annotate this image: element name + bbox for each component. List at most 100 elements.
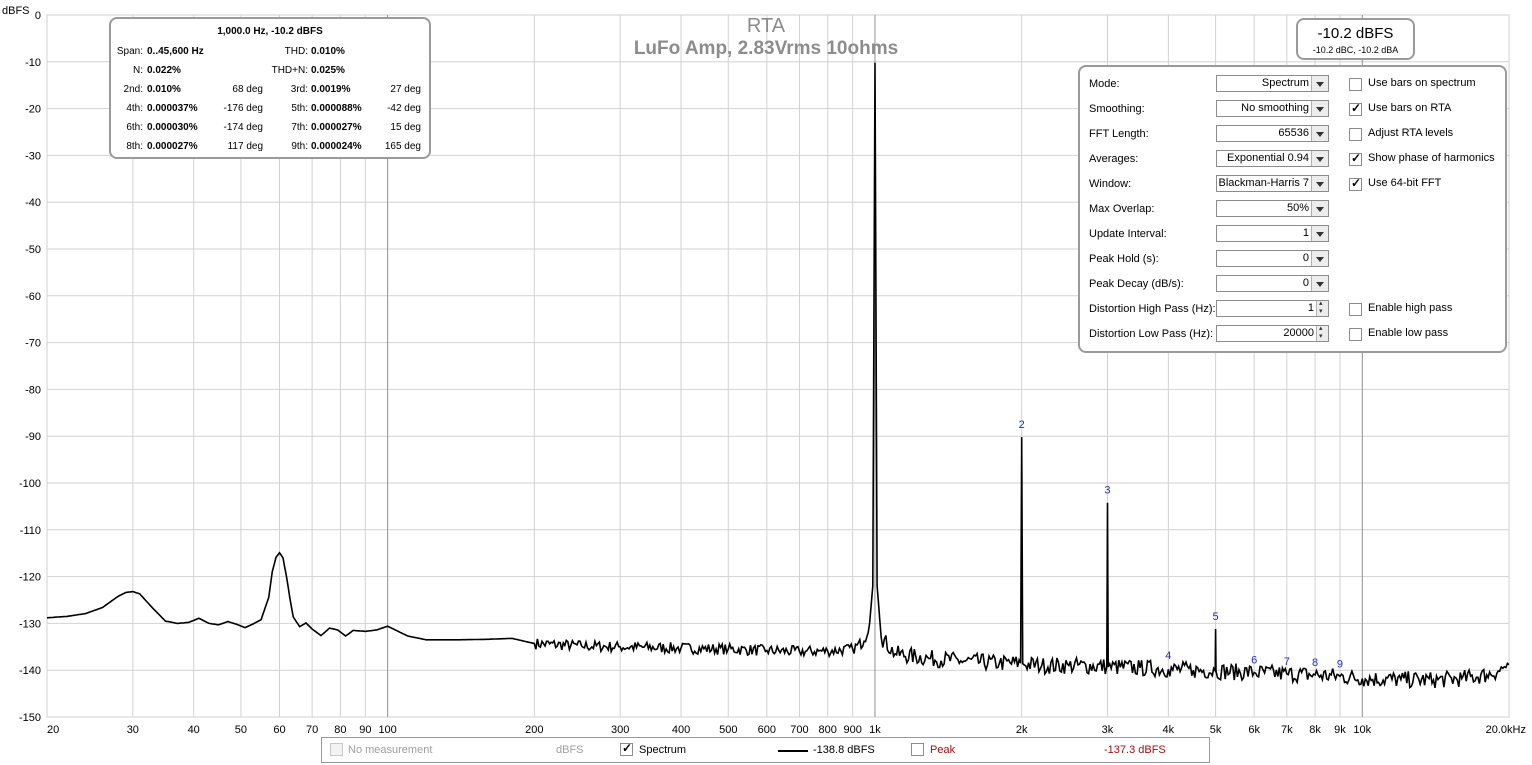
y-tick-label: -20 bbox=[25, 104, 41, 116]
x-tick-label: 90 bbox=[359, 724, 371, 736]
y-axis-label: dBFS bbox=[2, 5, 30, 17]
chevron-down-icon[interactable] bbox=[1311, 101, 1328, 116]
x-tick-label: 3k bbox=[1102, 724, 1114, 736]
chevron-down-icon[interactable] bbox=[1311, 226, 1328, 241]
averages-label: Averages: bbox=[1089, 153, 1139, 165]
chevron-down-icon[interactable] bbox=[1311, 251, 1328, 266]
x-tick-label: 2k bbox=[1016, 724, 1028, 736]
no-measurement-checkbox[interactable] bbox=[330, 743, 343, 756]
checkbox-label: Use 64-bit FFT bbox=[1368, 177, 1442, 189]
chevron-down-icon[interactable] bbox=[1311, 276, 1328, 291]
harmonic-phase: 117 deg bbox=[227, 141, 263, 152]
checkbox-label: Use bars on spectrum bbox=[1368, 77, 1476, 89]
y-tick-label: -120 bbox=[19, 572, 41, 584]
checkbox-box-checked[interactable] bbox=[1349, 176, 1362, 191]
checkbox-box[interactable] bbox=[1349, 328, 1362, 341]
checkbox-box-checked[interactable] bbox=[1349, 151, 1362, 166]
distortion-low-pass-input[interactable]: 20000 bbox=[1216, 325, 1329, 342]
x-tick-label: 60 bbox=[273, 724, 285, 736]
peak-hold-value: 0 bbox=[1302, 252, 1309, 264]
harmonic-value: 0.000024% bbox=[311, 141, 362, 152]
mode-select[interactable]: Spectrum bbox=[1216, 75, 1329, 92]
checkbox-box[interactable] bbox=[1349, 303, 1362, 316]
y-tick-label: -100 bbox=[19, 478, 41, 490]
y-tick-label: -30 bbox=[25, 150, 41, 162]
spinner-icon[interactable] bbox=[1316, 300, 1328, 316]
mode-label: Mode: bbox=[1089, 78, 1120, 90]
chevron-down-icon[interactable] bbox=[1311, 126, 1328, 141]
spectrum-checkbox[interactable] bbox=[620, 741, 633, 756]
x-tick-label: 40 bbox=[188, 724, 200, 736]
x-tick-label: 800 bbox=[819, 724, 837, 736]
harmonic-label: 6th: bbox=[126, 122, 143, 133]
y-tick-label: -40 bbox=[25, 197, 41, 209]
x-tick-label: 70 bbox=[306, 724, 318, 736]
x-tick-label: 8k bbox=[1309, 724, 1321, 736]
y-tick-label: -150 bbox=[19, 712, 41, 724]
max-overlap-select[interactable]: 50% bbox=[1216, 200, 1329, 217]
chevron-down-icon[interactable] bbox=[1311, 76, 1328, 91]
chart-title: RTA bbox=[746, 15, 786, 37]
checkbox-label: Use bars on RTA bbox=[1368, 102, 1452, 114]
window-select[interactable]: Blackman-Harris 7 bbox=[1216, 175, 1329, 192]
harmonic-value: 0.000027% bbox=[147, 141, 198, 152]
y-tick-label: -110 bbox=[20, 525, 41, 537]
harmonic-value: 0.010% bbox=[147, 84, 181, 95]
harmonic-label: 5 bbox=[1213, 611, 1219, 623]
peak-checkbox[interactable] bbox=[911, 743, 924, 756]
n-value: 0.022% bbox=[147, 65, 181, 76]
checkbox-box-checked[interactable] bbox=[1349, 101, 1362, 116]
legend-bar: No measurement dBFS Spectrum -138.8 dBFS… bbox=[321, 737, 1210, 763]
y-tick-label: -50 bbox=[25, 244, 41, 256]
thd-value: 0.010% bbox=[311, 46, 345, 57]
chevron-down-icon[interactable] bbox=[1311, 176, 1328, 191]
y-tick-labels: 0 -10 -20 -30 -40 -50 -60 -70 -80 -90 -100 -110 -120… bbox=[19, 10, 41, 724]
x-tick-label: 4k bbox=[1163, 724, 1175, 736]
harmonic-label: 6 bbox=[1251, 655, 1257, 667]
harmonic-phase: 165 deg bbox=[384, 141, 421, 152]
averages-select[interactable]: Exponential 0.94 bbox=[1216, 150, 1329, 167]
rta-controls-panel: Mode: Spectrum Smoothing: No smoothing F… bbox=[1078, 65, 1507, 353]
fft-length-value: 65536 bbox=[1278, 127, 1309, 139]
update-interval-select[interactable]: 1 bbox=[1216, 225, 1329, 242]
checkbox-box[interactable] bbox=[1349, 128, 1362, 141]
smoothing-select[interactable]: No smoothing bbox=[1216, 100, 1329, 117]
spinner-icon[interactable] bbox=[1316, 325, 1328, 341]
distortion-high-pass-input[interactable]: 1 bbox=[1216, 300, 1329, 317]
checkbox-box[interactable] bbox=[1349, 78, 1362, 91]
legend-unit: dBFS bbox=[556, 744, 584, 756]
fft-length-select[interactable]: 65536 bbox=[1216, 125, 1329, 142]
harmonic-label: 8th: bbox=[126, 141, 143, 152]
mode-value: Spectrum bbox=[1261, 77, 1309, 89]
y-tick-label: -60 bbox=[25, 291, 41, 303]
chevron-down-icon[interactable] bbox=[1311, 201, 1328, 216]
y-tick-label: -70 bbox=[25, 338, 41, 350]
x-tick-label: 900 bbox=[843, 724, 861, 736]
update-interval-label: Update Interval: bbox=[1089, 228, 1167, 240]
y-tick-label: -140 bbox=[19, 665, 41, 677]
peak-legend-value: -137.3 dBFS bbox=[1104, 744, 1166, 756]
peak-decay-value: 0 bbox=[1302, 277, 1309, 289]
peak-hold-select[interactable]: 0 bbox=[1216, 250, 1329, 267]
harmonic-label: 8 bbox=[1312, 657, 1318, 669]
x-tick-label: 400 bbox=[672, 724, 690, 736]
window-value: Blackman-Harris 7 bbox=[1218, 177, 1309, 189]
x-tick-label: 20.0kHz bbox=[1486, 724, 1526, 736]
update-interval-value: 1 bbox=[1302, 227, 1309, 239]
spectrum-legend-swatch bbox=[778, 750, 808, 752]
level-weighted-values: -10.2 dBC, -10.2 dBA bbox=[1312, 45, 1399, 55]
averages-value: Exponential 0.94 bbox=[1227, 152, 1309, 164]
distortion-low-pass-value: 20000 bbox=[1283, 327, 1314, 339]
fft-length-label: FFT Length: bbox=[1089, 128, 1149, 140]
distortion-panel: 1,000.0 Hz, -10.2 dBFS Span: 0..45,600 H… bbox=[109, 17, 431, 159]
x-tick-label: 7k bbox=[1281, 724, 1293, 736]
level-readout: -10.2 dBFS -10.2 dBC, -10.2 dBA bbox=[1296, 18, 1415, 60]
n-label: N: bbox=[133, 65, 143, 76]
checkbox-label: Enable low pass bbox=[1368, 327, 1449, 339]
harmonic-phase: -174 deg bbox=[223, 122, 263, 133]
x-tick-label: 1k bbox=[869, 724, 881, 736]
spectrum-legend-label: Spectrum bbox=[639, 744, 687, 756]
peak-decay-select[interactable]: 0 bbox=[1216, 275, 1329, 292]
chevron-down-icon[interactable] bbox=[1311, 151, 1328, 166]
span-value: 0..45,600 Hz bbox=[147, 46, 204, 57]
